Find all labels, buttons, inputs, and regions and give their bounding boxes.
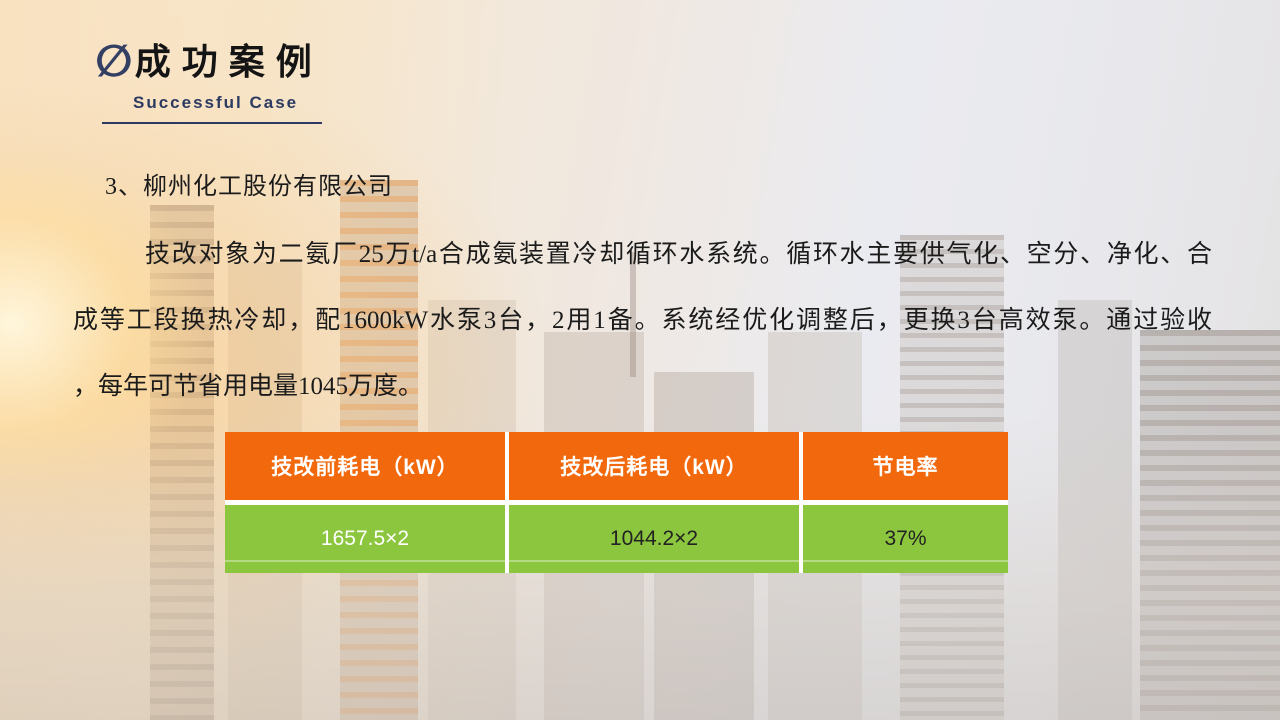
- title-row: ∅ 成功案例: [95, 40, 323, 84]
- title-underline: [102, 122, 322, 124]
- title-block: ∅ 成功案例 Successful Case: [95, 40, 323, 124]
- table-data-cell-before-power: 1657.5×2: [225, 505, 505, 573]
- section-heading: 3、柳州化工股份有限公司: [105, 174, 393, 200]
- paragraph-line: ，每年可节省用电量1045万度。: [73, 373, 424, 400]
- page-title: 成功案例: [134, 41, 323, 83]
- table-header-cell-before-power: 技改前耗电（kW）: [225, 432, 505, 500]
- page-subtitle: Successful Case: [133, 93, 299, 112]
- table-data-cell-saving-rate: 37%: [803, 505, 1008, 573]
- circle-slash-icon: ∅: [95, 36, 133, 87]
- table-data-cell-after-power: 1044.2×2: [509, 505, 799, 573]
- body-paragraph: 技改对象为二氨厂25万t/a合成氨装置冷却循环水系统。循环水主要供气化、空分、净…: [73, 222, 1212, 420]
- table-header-cell-saving-rate: 节电率: [803, 432, 1008, 500]
- results-table: 技改前耗电（kW） 技改后耗电（kW） 节电率 1657.5×2 1044.2×…: [225, 432, 1008, 573]
- table-header-cell-after-power: 技改后耗电（kW）: [509, 432, 799, 500]
- paragraph-line: 技改对象为二氨厂25万t/a合成氨装置冷却循环水系统。循环水主要供气化、空分、净…: [145, 241, 1212, 268]
- paragraph-line: 成等工段换热冷却，配1600kW水泵3台，2用1备。系统经优化调整后，更换3台高…: [73, 307, 1212, 334]
